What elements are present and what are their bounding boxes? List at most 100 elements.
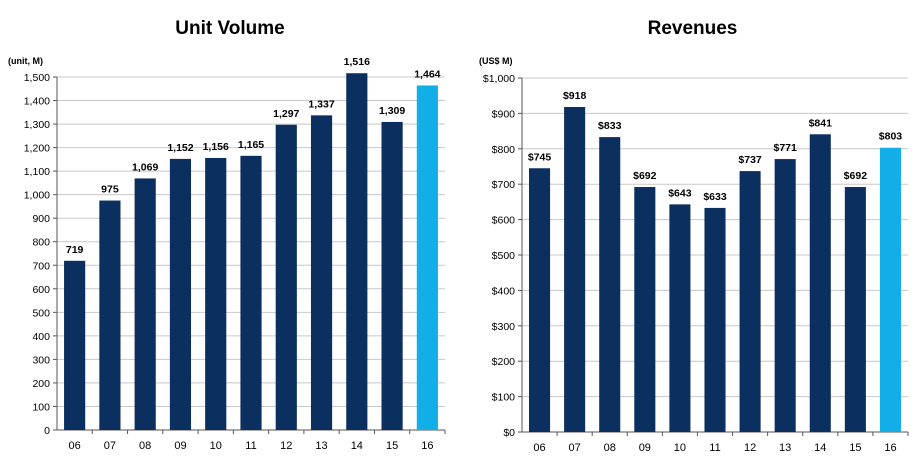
data-label: $692 xyxy=(844,170,868,182)
bar xyxy=(879,147,901,432)
data-label: 1,069 xyxy=(132,161,158,173)
bar xyxy=(564,107,586,432)
bar xyxy=(275,124,297,430)
bar xyxy=(529,168,551,432)
x-tick-label: 09 xyxy=(174,440,186,452)
bar xyxy=(346,73,368,430)
x-tick-label: 10 xyxy=(210,440,222,452)
y-tick-label: $700 xyxy=(492,179,516,191)
bar xyxy=(416,85,438,431)
y-tick-label: $600 xyxy=(492,215,516,227)
data-label: $771 xyxy=(774,142,798,154)
bar xyxy=(64,260,86,430)
x-tick-label: 11 xyxy=(709,442,720,454)
x-tick-label: 09 xyxy=(639,442,651,454)
data-label: 1,297 xyxy=(273,108,299,120)
bar xyxy=(240,155,262,430)
data-label: 1,464 xyxy=(414,68,440,80)
y-tick-label: 300 xyxy=(32,354,50,366)
x-tick-label: 14 xyxy=(814,442,826,454)
y-tick-label: 700 xyxy=(32,260,50,272)
bar xyxy=(669,204,691,432)
y-tick-label: $900 xyxy=(492,108,516,120)
data-label: $745 xyxy=(528,151,552,163)
x-tick-label: 13 xyxy=(779,442,791,454)
x-tick-label: 06 xyxy=(69,440,81,452)
bar xyxy=(599,137,621,433)
y-tick-label: $800 xyxy=(492,144,516,156)
x-tick-label: 08 xyxy=(139,440,151,452)
y-tick-label: 1,100 xyxy=(24,166,50,178)
bar xyxy=(739,171,761,433)
y-tick-label: $1,000 xyxy=(483,73,515,85)
y-tick-label: $400 xyxy=(492,285,516,297)
y-tick-label: $100 xyxy=(492,392,516,404)
y-tick-label: 500 xyxy=(32,307,50,319)
y-tick-label: $500 xyxy=(492,250,516,262)
y-unit-label: (unit, M) xyxy=(8,56,43,66)
data-label: 1,337 xyxy=(308,98,334,110)
revenues-chart: Revenues (US$ M) $0 $100 $200 $300 $400 $500 $… xyxy=(462,0,923,465)
bar xyxy=(99,200,121,430)
x-tick-label: 16 xyxy=(884,442,896,454)
bar xyxy=(844,187,866,432)
x-tick-label: 16 xyxy=(421,440,433,452)
data-label: 719 xyxy=(66,244,84,256)
y-tick-label: 100 xyxy=(32,401,50,413)
y-tick-label: 900 xyxy=(32,213,50,225)
x-tick-label: 12 xyxy=(744,442,756,454)
y-tick-label: 400 xyxy=(32,331,50,343)
data-label: 975 xyxy=(101,184,119,196)
bar xyxy=(205,157,227,431)
y-tick-label: 800 xyxy=(32,237,50,249)
y-tick-label: 1,500 xyxy=(24,72,50,84)
x-tick-label: 08 xyxy=(604,442,616,454)
bar xyxy=(704,207,726,432)
x-tick-label: 15 xyxy=(849,442,861,454)
data-label: 1,165 xyxy=(238,139,264,151)
x-tick-label: 15 xyxy=(386,440,398,452)
y-tick-label: 200 xyxy=(32,378,50,390)
x-tick-label: 10 xyxy=(674,442,686,454)
y-tick-label: $0 xyxy=(503,427,515,439)
y-tick-label: 1,300 xyxy=(24,119,50,131)
data-label: $633 xyxy=(703,191,727,203)
x-tick-label: 13 xyxy=(315,440,327,452)
bar xyxy=(634,187,656,432)
y-tick-label: $300 xyxy=(492,321,516,333)
data-label: $803 xyxy=(879,131,903,143)
bar xyxy=(809,134,831,432)
bar xyxy=(134,178,156,430)
y-tick-label: 1,000 xyxy=(24,190,50,202)
y-tick-label: 600 xyxy=(32,284,50,296)
x-tick-label: 06 xyxy=(533,442,545,454)
data-label: 1,309 xyxy=(379,105,405,117)
x-tick-label: 12 xyxy=(280,440,292,452)
data-label: $692 xyxy=(633,170,657,182)
data-label: $841 xyxy=(809,117,833,129)
bar xyxy=(169,158,192,430)
x-tick-label: 07 xyxy=(569,442,581,454)
data-label: $737 xyxy=(738,154,762,166)
unit-volume-chart: Unit Volume (unit, M) 0 100 200 300 400 500 60… xyxy=(0,0,460,465)
y-unit-label: (US$ M) xyxy=(479,56,513,66)
data-label: $918 xyxy=(563,90,587,102)
x-tick-label: 11 xyxy=(245,440,256,452)
x-tick-label: 07 xyxy=(104,440,116,452)
bar xyxy=(774,159,796,433)
bar xyxy=(381,121,403,430)
y-tick-label: 0 xyxy=(44,425,50,437)
data-label: $643 xyxy=(668,187,692,199)
bar xyxy=(310,115,333,430)
data-label: $833 xyxy=(598,120,622,132)
y-tick-label: $200 xyxy=(492,356,516,368)
data-label: 1,156 xyxy=(203,141,229,153)
y-tick-label: 1,400 xyxy=(24,96,50,108)
revenues-plot: $0 $100 $200 $300 $400 $500 $600 $700 $800 $900 $1… xyxy=(483,73,909,454)
chart-title: Revenues xyxy=(647,18,738,39)
chart-title: Unit Volume xyxy=(175,18,285,39)
data-label: 1,152 xyxy=(167,142,193,154)
data-label: 1,516 xyxy=(344,56,370,68)
unit-volume-plot: 0 100 200 300 400 500 600 700 800 900 1,000 1,100 1,… xyxy=(24,56,446,452)
x-tick-label: 14 xyxy=(351,440,363,452)
